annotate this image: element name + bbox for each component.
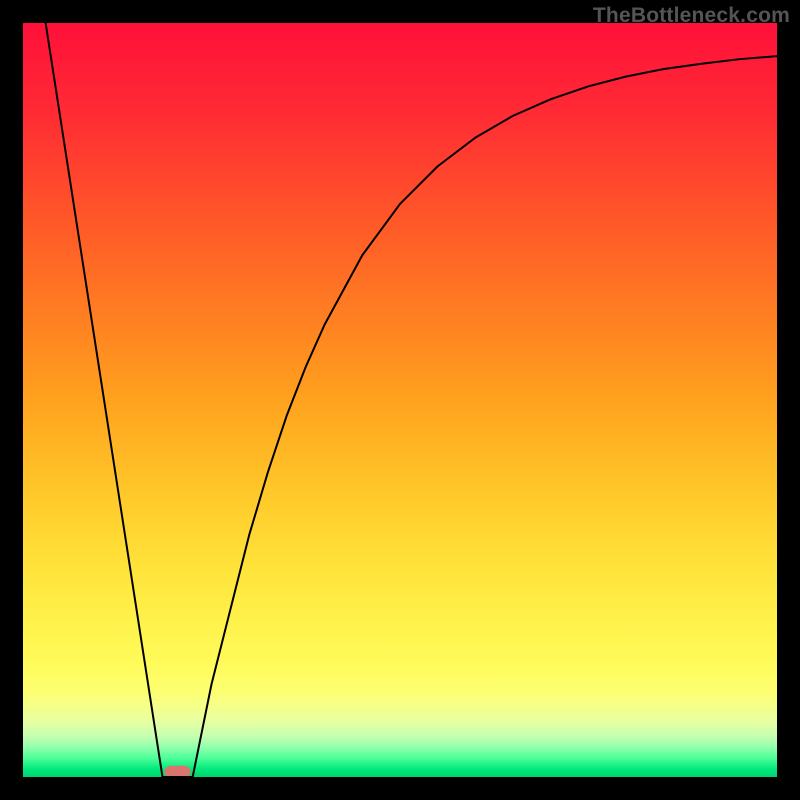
optimal-marker-pill xyxy=(164,766,190,778)
plot-background-gradient xyxy=(23,23,777,777)
chart-container: TheBottleneck.com xyxy=(0,0,800,800)
bottleneck-chart xyxy=(0,0,800,800)
watermark-text: TheBottleneck.com xyxy=(593,4,790,28)
